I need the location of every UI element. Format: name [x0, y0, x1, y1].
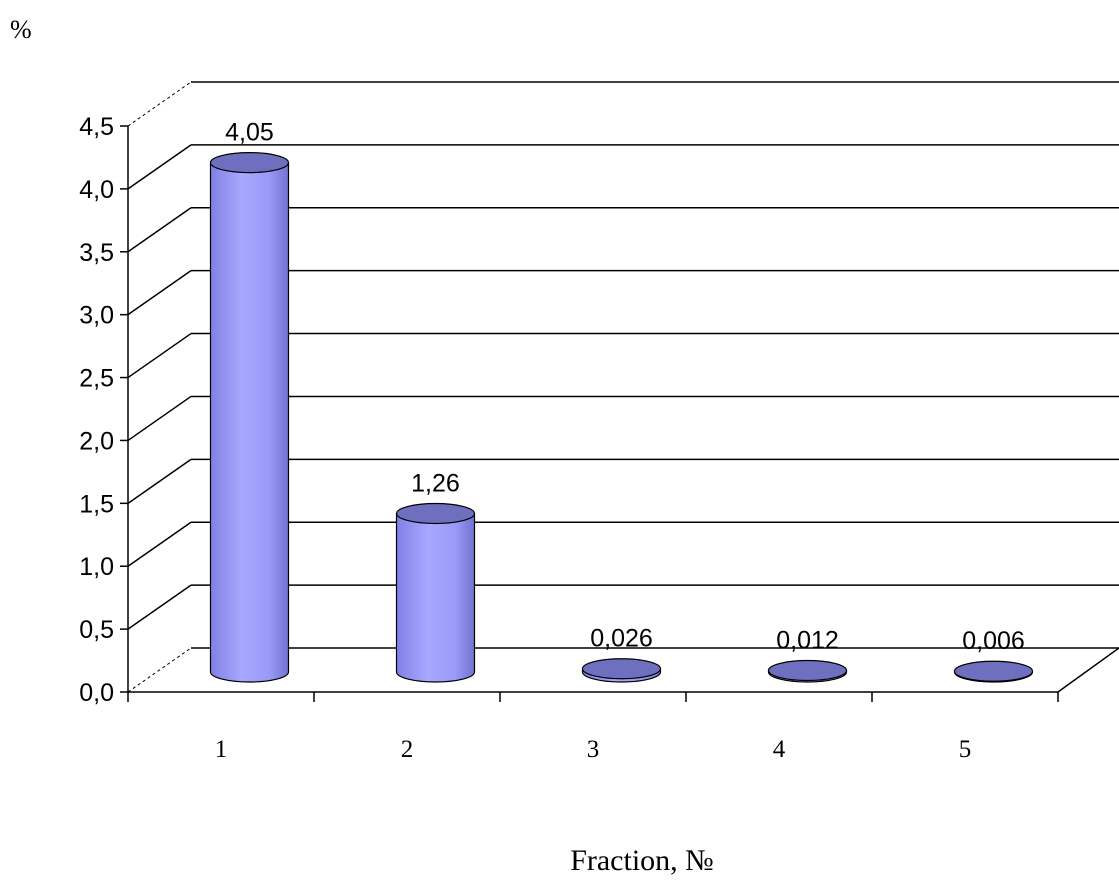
gridline-diagonal — [127, 584, 192, 630]
bar-top — [395, 502, 476, 525]
chart-walls — [191, 647, 1119, 693]
y-tick-label: 2,5 — [79, 365, 114, 393]
y-tick-label: 3,0 — [79, 302, 114, 330]
bar-4 — [767, 659, 848, 683]
bars — [209, 152, 1034, 683]
gridline-diagonal — [127, 395, 192, 442]
bar-side — [395, 512, 476, 683]
bar-3 — [581, 658, 662, 683]
gridlines — [127, 81, 1119, 693]
bar-top — [209, 152, 290, 174]
x-tick-label: 2 — [401, 736, 414, 763]
data-label: 0,026 — [590, 625, 653, 653]
y-tick-label: 0,0 — [79, 679, 114, 707]
y-axis-unit-label: % — [10, 15, 32, 44]
gridline-diagonal — [127, 458, 192, 504]
bar-5 — [953, 660, 1034, 683]
x-axis-title: Fraction, № — [570, 844, 714, 877]
x-tick-label: 3 — [587, 736, 600, 763]
floor-diagonal — [127, 647, 192, 693]
gridline-diagonal — [127, 144, 192, 190]
y-tick-label: 1,5 — [79, 490, 114, 518]
data-label: 0,006 — [962, 627, 1025, 655]
x-tick-label: 1 — [215, 736, 228, 763]
floor-right-edge — [1057, 647, 1119, 693]
y-tick-label: 3,5 — [79, 239, 114, 267]
y-tick-label: 0,5 — [79, 616, 114, 644]
data-label: 1,26 — [411, 470, 460, 498]
data-labels: 4,05 1,26 0,026 0,012 0,006 — [225, 119, 1025, 656]
x-tick-label: 5 — [959, 736, 972, 763]
data-label: 4,05 — [225, 119, 274, 147]
bar-1 — [209, 152, 290, 683]
data-label: 0,012 — [776, 626, 839, 654]
axis-text: 0,0 0,5 1,0 1,5 2,0 2,5 3,0 3,5 4,0 4,5 1 2 3 4 5% Frac… — [10, 15, 971, 877]
bar-2 — [395, 502, 476, 683]
bar-top — [953, 660, 1034, 682]
gridline-diagonal — [127, 521, 192, 567]
y-tick-label: 2,0 — [79, 427, 114, 455]
y-tick-label: 4,5 — [79, 113, 114, 141]
gridline-diagonal — [127, 81, 192, 127]
gridline-diagonal — [127, 207, 192, 253]
gridline-diagonal — [127, 332, 192, 379]
gridline-diagonal — [127, 270, 192, 316]
axes — [120, 125, 1059, 702]
x-tick-label: 4 — [773, 736, 786, 763]
bar-side — [209, 162, 290, 683]
bar-top — [767, 659, 848, 682]
bar-top — [581, 658, 662, 680]
y-tick-label: 1,0 — [79, 553, 114, 581]
y-tick-label: 4,0 — [79, 176, 114, 204]
